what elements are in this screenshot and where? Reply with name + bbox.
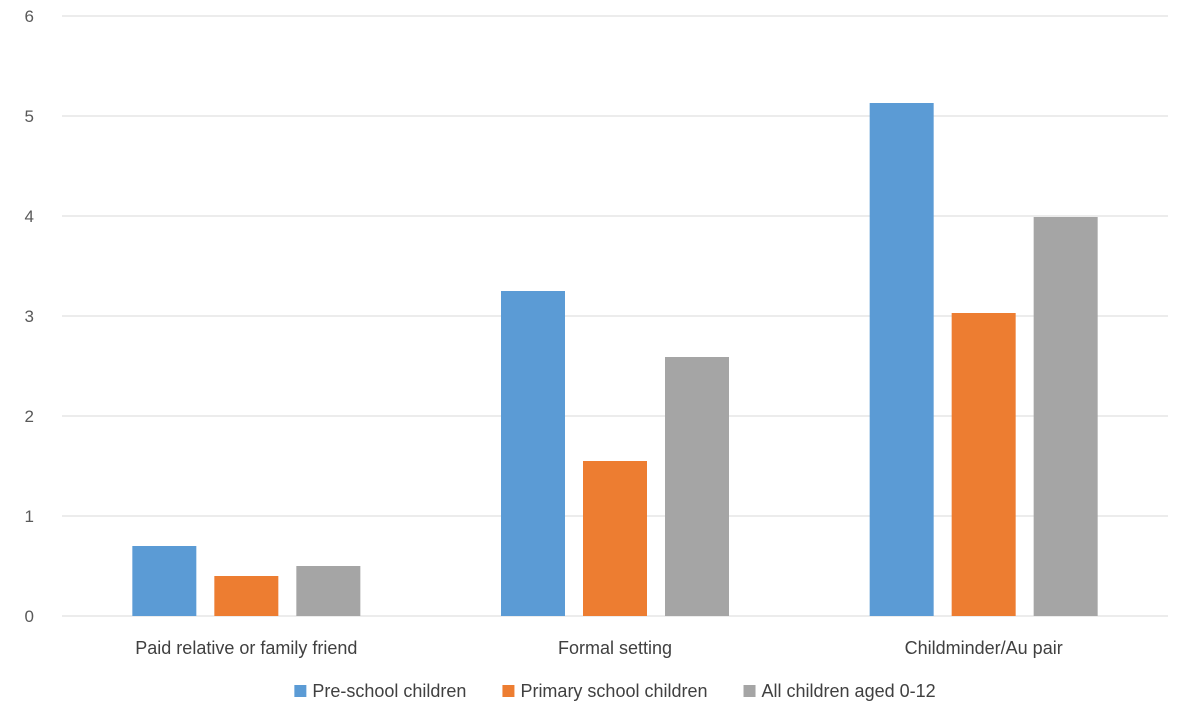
legend: Pre-school children Primary school childr… xyxy=(294,681,936,701)
y-axis: 0 1 2 3 4 5 6 xyxy=(25,7,34,626)
y-tick-label: 0 xyxy=(25,607,34,626)
x-category-label: Formal setting xyxy=(558,638,672,658)
x-axis: Paid relative or family friend Formal set… xyxy=(135,638,1062,658)
bar xyxy=(951,313,1016,616)
x-category-label: Paid relative or family friend xyxy=(135,638,357,658)
bar xyxy=(296,566,361,616)
bars xyxy=(132,103,1098,616)
bar xyxy=(1033,217,1098,616)
bar xyxy=(214,576,279,616)
legend-swatch xyxy=(502,685,515,697)
y-tick-label: 6 xyxy=(25,7,34,26)
legend-label: Primary school children xyxy=(520,681,707,701)
gridlines xyxy=(62,15,1168,617)
legend-item: Primary school children xyxy=(502,681,708,701)
legend-swatch xyxy=(294,685,307,697)
legend-item: Pre-school children xyxy=(294,681,466,701)
x-category-label: Childminder/Au pair xyxy=(905,638,1063,658)
legend-label: Pre-school children xyxy=(312,681,466,701)
bar xyxy=(869,103,934,616)
y-tick-label: 1 xyxy=(25,507,34,526)
bar xyxy=(501,291,565,616)
legend-label: All children aged 0-12 xyxy=(762,681,936,701)
y-tick-label: 4 xyxy=(25,207,34,226)
bar xyxy=(583,461,647,616)
legend-item: All children aged 0-12 xyxy=(743,681,936,701)
bar xyxy=(665,357,729,616)
y-tick-label: 2 xyxy=(25,407,34,426)
y-tick-label: 3 xyxy=(25,307,34,326)
legend-swatch xyxy=(743,685,756,697)
y-tick-label: 5 xyxy=(25,107,34,126)
bar xyxy=(132,546,197,616)
